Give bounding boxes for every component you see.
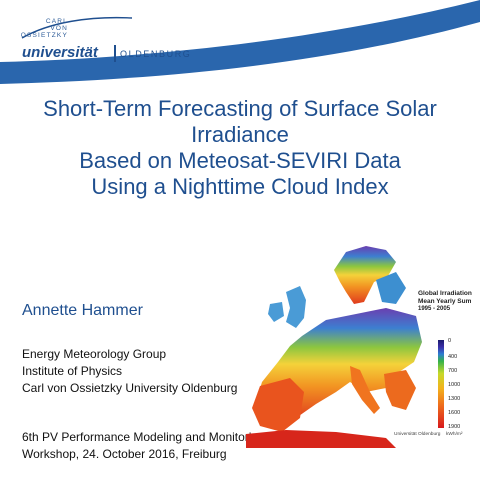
map-period: 1995 - 2005 bbox=[418, 306, 451, 312]
author-name: Annette Hammer bbox=[22, 302, 143, 319]
affiliation: Energy Meteorology Group Institute of Ph… bbox=[22, 346, 237, 397]
logo-city-text: OLDENBURG bbox=[120, 49, 192, 59]
logo-line-ossietzky: OSSIETZKY bbox=[20, 32, 68, 39]
title-line: Short-Term Forecasting of Surface Solar bbox=[43, 96, 437, 121]
europe-map-image bbox=[246, 246, 422, 448]
legend-value: 400 bbox=[448, 354, 458, 360]
legend-value: 1900 bbox=[448, 424, 461, 430]
slide-header-band: CARL VON OSSIETZKY universität OLDENBURG bbox=[0, 0, 480, 92]
logo-swoosh-icon bbox=[21, 16, 133, 39]
legend-value: 700 bbox=[448, 368, 458, 374]
irradiation-map: Global Irradiation Mean Yearly Sum 1995 … bbox=[246, 242, 476, 448]
map-source-logo: Universität Oldenburg bbox=[394, 432, 441, 437]
logo-divider bbox=[114, 45, 116, 62]
legend-value: 1000 bbox=[448, 382, 461, 388]
title-line: Based on Meteosat-SEVIRI Data bbox=[79, 148, 401, 173]
legend-unit: kWh/m² bbox=[446, 432, 463, 437]
affiliation-line: Energy Meteorology Group bbox=[22, 347, 167, 361]
logo-line-carl: CARL bbox=[45, 18, 68, 25]
slide-title: Short-Term Forecasting of Surface Solar … bbox=[10, 96, 470, 200]
event-info: 6th PV Performance Modeling and Monitori… bbox=[22, 429, 265, 463]
map-title-line: Global Irradiation bbox=[418, 290, 472, 297]
university-logo: CARL VON OSSIETZKY universität OLDENBURG bbox=[20, 12, 190, 62]
event-line: 6th PV Performance Modeling and Monitori… bbox=[22, 430, 265, 444]
event-line: Workshop, 24. October 2016, Freiburg bbox=[22, 447, 227, 461]
logo-university-text: universität bbox=[22, 44, 98, 61]
affiliation-line: Carl von Ossietzky University Oldenburg bbox=[22, 381, 238, 395]
irradiation-color-scale bbox=[438, 340, 444, 428]
legend-value: 1600 bbox=[448, 410, 461, 416]
map-title-line: Mean Yearly Sum bbox=[418, 298, 472, 305]
title-line: Irradiance bbox=[191, 122, 289, 147]
title-line: Using a Nighttime Cloud Index bbox=[91, 174, 389, 199]
logo-line-von: VON bbox=[50, 25, 68, 32]
legend-value: 1300 bbox=[448, 396, 461, 402]
map-title: Global Irradiation Mean Yearly Sum bbox=[418, 290, 472, 306]
affiliation-line: Institute of Physics bbox=[22, 364, 123, 378]
legend-value: 0 bbox=[448, 338, 452, 344]
